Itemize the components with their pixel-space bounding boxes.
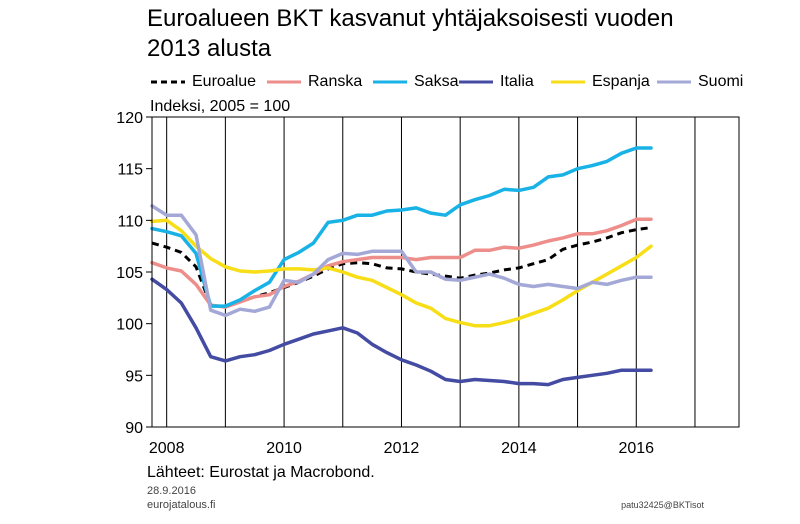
series-line-italia xyxy=(150,277,653,387)
x-tick-label-2010: 2010 xyxy=(266,440,302,457)
legend-swatch-italia xyxy=(459,80,493,84)
series-line-espanja xyxy=(150,218,653,328)
legend-swatch-saksa xyxy=(373,80,407,84)
x-tick-label-2014: 2014 xyxy=(501,440,537,457)
y-tick-label-120: 120 xyxy=(116,110,143,127)
series-line-suomi xyxy=(150,204,653,318)
y-tick-label-95: 95 xyxy=(125,368,143,385)
series-line-saksa xyxy=(150,146,653,308)
chart-title: Euroalueen BKT kasvanut yhtäjaksoisesti … xyxy=(147,4,787,64)
chart-title-line-2: 2013 alusta xyxy=(147,35,272,62)
legend-swatch-euroalue xyxy=(151,80,185,84)
x-tick-label-2008: 2008 xyxy=(149,440,185,457)
y-tick-label-90: 90 xyxy=(125,420,143,437)
legend-label-espanja: Espanja xyxy=(592,73,650,90)
legend-label-euroalue: Euroalue xyxy=(192,73,257,90)
series-layer xyxy=(150,146,653,387)
legend-label-saksa: Saksa xyxy=(414,73,459,90)
x-tick-label-2016: 2016 xyxy=(618,440,654,457)
y-tick-label-105: 105 xyxy=(116,265,143,282)
source-note: Lähteet: Eurostat ja Macrobond. xyxy=(147,464,375,481)
y-tick-label-100: 100 xyxy=(116,317,143,334)
legend-swatch-suomi xyxy=(657,80,691,84)
axis-layer: 90 95 100 105 110 115 120 2008 2010 2012 2014 2016 xyxy=(116,110,654,457)
y-tick-label-110: 110 xyxy=(117,213,143,230)
publish-date: 28.9.2016 xyxy=(147,485,196,497)
legend-swatch-ranska xyxy=(267,80,301,84)
legend-label-ranska: Ranska xyxy=(308,73,363,90)
chart-title-line-1: Euroalueen BKT kasvanut yhtäjaksoisesti … xyxy=(147,5,674,32)
site-name: eurojatalous.fi xyxy=(147,499,216,511)
legend-label-italia: Italia xyxy=(500,73,534,90)
y-axis-unit-label: Indeksi, 2005 = 100 xyxy=(150,98,291,115)
y-tick-label-115: 115 xyxy=(117,162,143,179)
chart-code: patu32425@BKTisot xyxy=(621,500,704,510)
legend-label-suomi: Suomi xyxy=(698,73,744,90)
legend-swatch-espanja xyxy=(551,80,585,84)
series-line-euroalue xyxy=(151,226,652,309)
x-tick-label-2012: 2012 xyxy=(384,440,420,457)
